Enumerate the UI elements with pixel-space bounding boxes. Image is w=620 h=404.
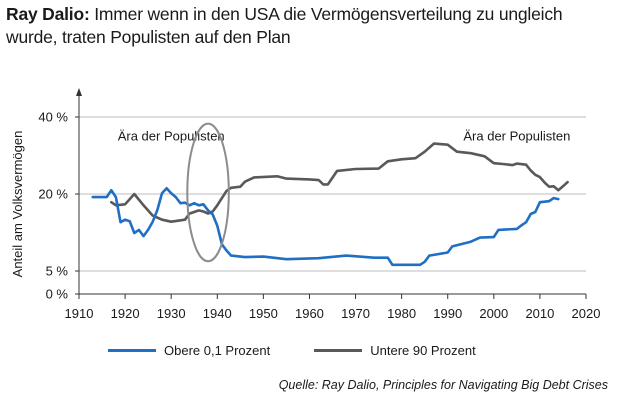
x-tick-label-1980: 1980 xyxy=(387,306,416,321)
x-tick-label-2010: 2010 xyxy=(525,306,554,321)
legend-label-top01: Obere 0,1 Prozent xyxy=(164,343,271,358)
x-tick-label-1920: 1920 xyxy=(111,306,140,321)
y-tick-label-0: 0 % xyxy=(46,287,69,302)
title-text: Immer wenn in den USA die Vermögensverte… xyxy=(6,4,563,47)
legend-item-bottom90: Untere 90 Prozent xyxy=(314,343,476,358)
source-note: Quelle: Ray Dalio, Principles for Naviga… xyxy=(278,378,608,392)
x-tick-label-1940: 1940 xyxy=(203,306,232,321)
annotation-label-2: Ära der Populisten xyxy=(463,128,570,143)
legend-swatch-bottom90 xyxy=(314,349,363,352)
y-tick-label-40: 40 % xyxy=(38,110,68,125)
legend-label-bottom90: Untere 90 Prozent xyxy=(370,343,476,358)
x-tick-label-1910: 1910 xyxy=(65,306,94,321)
series xyxy=(91,142,569,267)
x-tick-label-1960: 1960 xyxy=(295,306,324,321)
legend: Obere 0,1 Prozent Untere 90 Prozent xyxy=(108,343,476,358)
annotation-label-1: Ära der Populisten xyxy=(118,128,225,143)
x-tick-label-1990: 1990 xyxy=(433,306,462,321)
x-tick-label-1970: 1970 xyxy=(341,306,370,321)
x-tick-label-1950: 1950 xyxy=(249,306,278,321)
axes: 0 % 5 % 20 % 40 % 1910 1920 1930 1940 1950 1960 19… xyxy=(38,88,600,321)
highlight-ellipse xyxy=(186,122,230,263)
legend-item-top01: Obere 0,1 Prozent xyxy=(108,343,270,358)
annotations: Ära der Populisten Ära der Populisten xyxy=(118,122,570,263)
x-tick-label-2000: 2000 xyxy=(479,306,508,321)
series-line-top01 xyxy=(91,186,560,267)
y-tick-label-5: 5 % xyxy=(46,264,69,279)
y-axis-label: Anteil am Volksvermögen xyxy=(10,131,25,278)
grid xyxy=(79,116,586,272)
series-line-bottom90 xyxy=(110,142,569,223)
y-tick-label-20: 20 % xyxy=(38,187,68,202)
legend-swatch-top01 xyxy=(108,349,156,352)
x-tick-label-2020: 2020 xyxy=(572,306,601,321)
y-axis-arrow xyxy=(76,88,82,96)
chart-title: Ray Dalio: Immer wenn in den USA die Ver… xyxy=(6,3,606,49)
title-author: Ray Dalio: xyxy=(6,4,90,24)
x-tick-label-1930: 1930 xyxy=(157,306,186,321)
